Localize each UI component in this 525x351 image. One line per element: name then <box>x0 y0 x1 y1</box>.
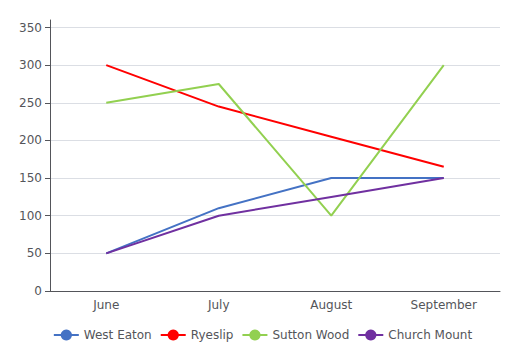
svg-text:July: July <box>207 298 230 312</box>
svg-text:100: 100 <box>19 209 42 223</box>
svg-text:Sutton Wood: Sutton Wood <box>272 328 349 342</box>
svg-text:200: 200 <box>19 133 42 147</box>
svg-text:250: 250 <box>19 96 42 110</box>
svg-text:August: August <box>310 298 352 312</box>
svg-text:September: September <box>411 298 477 312</box>
svg-text:0: 0 <box>34 284 42 298</box>
svg-text:West Eaton: West Eaton <box>84 328 152 342</box>
svg-text:150: 150 <box>19 171 42 185</box>
svg-text:50: 50 <box>27 246 42 260</box>
svg-text:Church Mount: Church Mount <box>388 328 472 342</box>
svg-text:Ryeslip: Ryeslip <box>191 328 234 342</box>
svg-text:300: 300 <box>19 58 42 72</box>
svg-text:350: 350 <box>19 21 42 35</box>
svg-text:June: June <box>92 298 119 312</box>
